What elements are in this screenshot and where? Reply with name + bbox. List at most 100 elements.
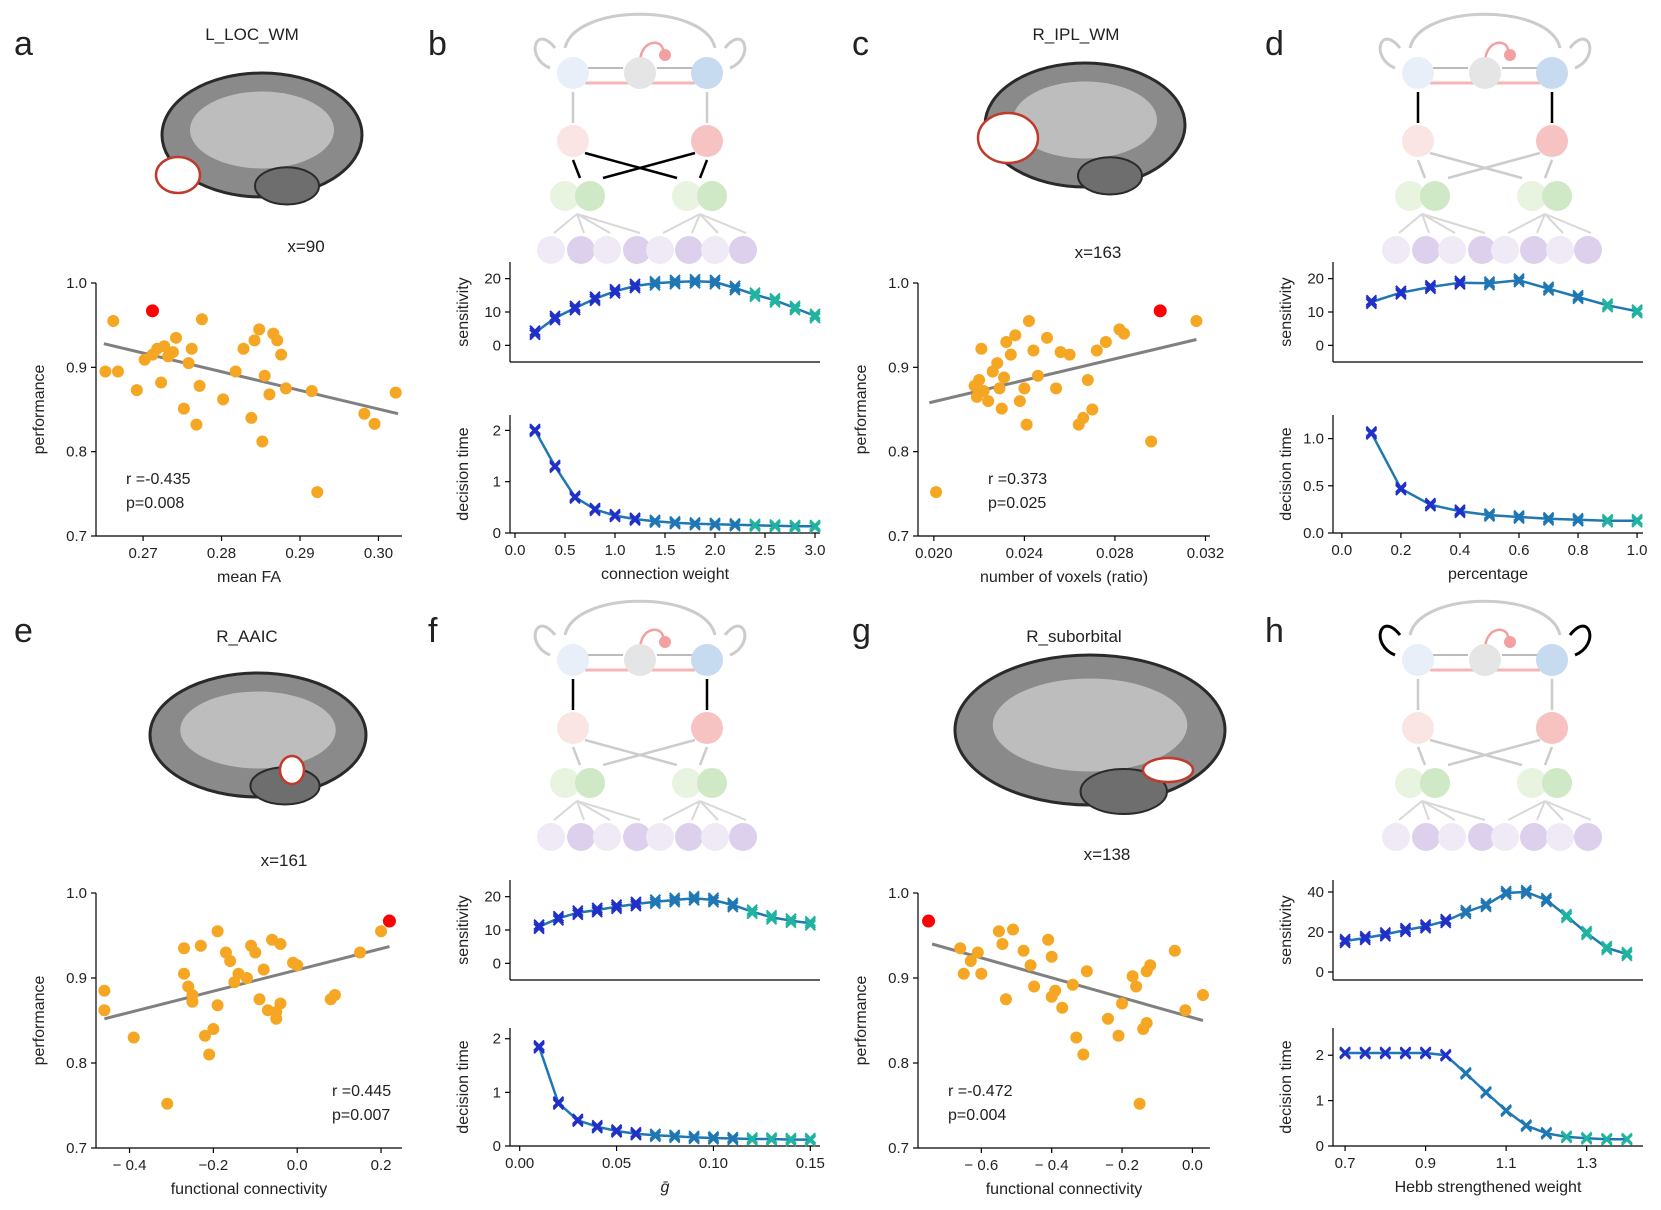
network-diagram-b <box>533 12 757 264</box>
subject-point <box>1031 369 1044 382</box>
run-marker <box>630 900 642 912</box>
run-marker <box>804 915 817 928</box>
subject-point <box>1027 344 1040 357</box>
run-marker <box>533 918 545 931</box>
run-marker <box>1424 498 1437 511</box>
input-link <box>576 800 611 821</box>
run-marker <box>1339 933 1351 945</box>
series-line <box>1371 279 1638 313</box>
subject-point <box>195 313 208 326</box>
sensory-node-right <box>1536 125 1568 157</box>
run-marker <box>746 905 758 918</box>
run-marker <box>609 285 621 298</box>
network-diagram-d <box>1378 12 1602 264</box>
input-link <box>1536 800 1546 821</box>
run-marker <box>668 896 681 908</box>
sensory-node-left <box>1402 125 1434 157</box>
subject-point <box>186 995 199 1008</box>
inhibitory-node <box>1504 636 1516 648</box>
subject-point <box>1020 418 1033 431</box>
run-marker <box>630 898 642 910</box>
self-loop-right <box>1568 37 1592 70</box>
feature-node <box>575 181 605 211</box>
input-link <box>576 800 585 821</box>
run-marker <box>1520 888 1532 900</box>
run-marker <box>1560 1130 1573 1142</box>
run-marker <box>649 895 662 908</box>
run-marker <box>707 1130 720 1143</box>
run-marker <box>769 296 781 309</box>
y-tick-label: 0 <box>493 1138 501 1155</box>
subject-point <box>1045 950 1058 963</box>
subject-point <box>211 925 224 938</box>
brain-white-matter <box>180 691 336 769</box>
run-marker <box>1359 1046 1371 1058</box>
run-marker <box>649 277 661 290</box>
run-marker <box>669 274 681 286</box>
subject-point <box>253 323 266 336</box>
subject-point <box>954 942 967 955</box>
run-marker <box>629 512 641 524</box>
run-marker <box>1631 305 1643 318</box>
run-marker <box>1440 917 1452 929</box>
run-marker <box>727 1131 739 1143</box>
run-marker <box>591 906 603 918</box>
subject-point <box>998 371 1011 384</box>
y-tick-label: 10 <box>484 304 501 321</box>
run-marker <box>668 892 681 904</box>
feature-node <box>1395 768 1425 798</box>
run-marker <box>1601 513 1614 526</box>
subject-point <box>158 340 171 353</box>
run-marker <box>707 896 720 908</box>
y-tick-label: 0.7 <box>66 1140 87 1157</box>
brain-white-matter <box>1013 81 1157 159</box>
run-marker <box>591 904 603 916</box>
x-tick-label: 2.0 <box>705 542 726 559</box>
chart-f-top: 0 10 20 sensitivity <box>455 880 820 981</box>
run-marker <box>1542 511 1555 524</box>
subject-point <box>1017 944 1030 957</box>
subject-point <box>1063 348 1076 361</box>
self-loop-left <box>1378 37 1402 70</box>
chart-a: 0.7 0.8 0.9 1.0 0.27 0.28 0.29 0.30 performance m… <box>31 275 402 586</box>
x-tick-label: 0.00 <box>505 1155 534 1172</box>
run-marker <box>1379 926 1392 939</box>
run-marker <box>1500 887 1512 899</box>
network-diagram-h <box>1378 599 1602 851</box>
input-node <box>1438 823 1466 851</box>
inhibitory-pool-node <box>624 57 656 89</box>
input-node <box>1520 823 1548 851</box>
run-marker <box>1460 1066 1472 1079</box>
run-marker <box>529 328 541 341</box>
link <box>1543 746 1554 766</box>
feature-node <box>1542 768 1572 798</box>
subject-point <box>305 384 318 397</box>
x-tick-label: 0.6 <box>1509 542 1530 559</box>
sensory-node-left <box>1402 712 1434 744</box>
x-tick-label: 0.29 <box>285 545 314 562</box>
run-marker <box>1424 279 1437 292</box>
sensory-node-right <box>1536 712 1568 744</box>
link <box>698 746 709 766</box>
slice-label-c: x=163 <box>1075 243 1122 262</box>
subject-point <box>291 959 304 972</box>
run-marker <box>688 1130 700 1142</box>
run-marker <box>1621 946 1633 958</box>
subject-point <box>237 342 250 355</box>
x-tick-label: 2.5 <box>755 542 776 559</box>
run-marker <box>1601 299 1614 312</box>
feature-node <box>697 181 727 211</box>
input-link <box>1507 800 1546 821</box>
run-marker <box>804 1132 817 1144</box>
run-marker <box>1621 1132 1633 1144</box>
subject-point <box>975 967 988 980</box>
run-marker <box>1500 885 1512 897</box>
feature-node <box>1420 181 1450 211</box>
input-link <box>691 800 701 821</box>
sensory-node-right <box>691 125 723 157</box>
run-marker <box>1621 950 1633 962</box>
run-marker <box>1424 500 1437 512</box>
input-node <box>1468 823 1496 851</box>
y-tick-label: 0.8 <box>888 1055 909 1072</box>
subject-point <box>992 925 1005 938</box>
